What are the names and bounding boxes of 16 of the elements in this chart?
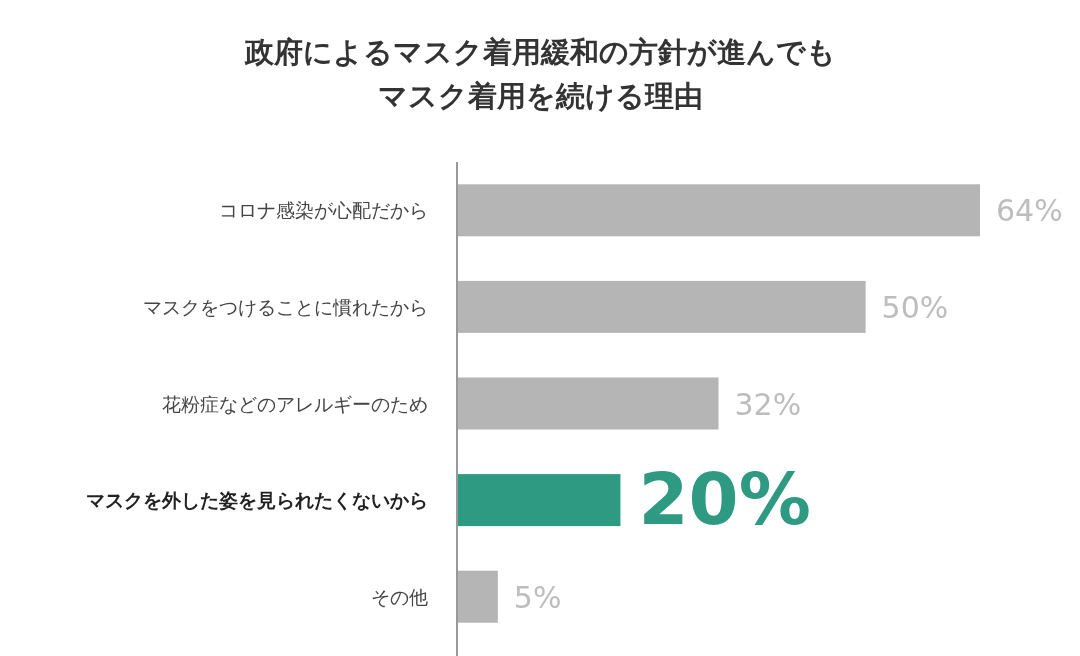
bar: [457, 474, 621, 527]
y-tick-label: マスクを外した姿を見られたくないから: [86, 489, 428, 512]
data-label: 32%: [734, 386, 802, 422]
bar: [457, 570, 498, 623]
bar: [457, 377, 719, 430]
data-label: 20%: [638, 457, 811, 542]
y-tick-label: その他: [371, 585, 428, 608]
y-tick-label: マスクをつけることに慣れたから: [143, 295, 428, 318]
data-label: 5%: [513, 579, 562, 615]
y-tick-label: 花粉症などのアレルギーのため: [162, 392, 428, 415]
chart-title: 政府によるマスク着用緩和の方針が進んでもマスク着用を続ける理由: [243, 35, 836, 113]
data-label: 64%: [996, 193, 1063, 229]
bar: [457, 280, 866, 333]
y-tick-label: コロナ感染が心配だから: [219, 199, 428, 222]
data-label: 50%: [881, 289, 949, 325]
bar: [457, 184, 980, 237]
